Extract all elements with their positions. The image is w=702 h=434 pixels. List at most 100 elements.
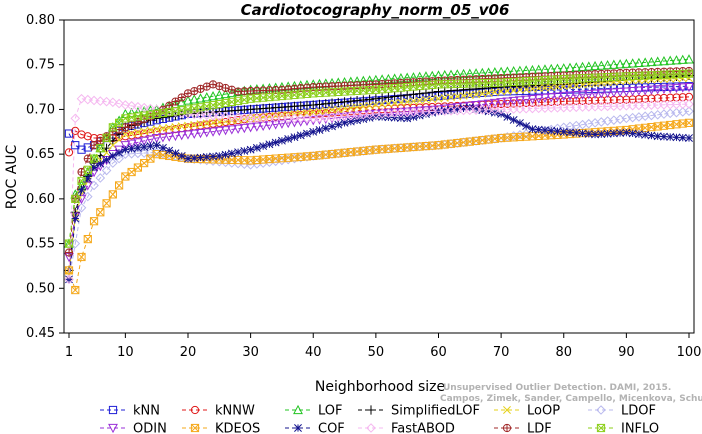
data-point: [264, 121, 275, 131]
data-point: [177, 93, 186, 102]
legend-item-kdeos: KDEOS: [182, 422, 260, 434]
data-point: [515, 99, 525, 108]
data-point: [177, 151, 186, 160]
data-point: [221, 83, 230, 93]
series-line: [68, 70, 690, 253]
y-tick-label: 0.60: [26, 192, 55, 207]
data-point: [497, 99, 506, 109]
data-point: [659, 55, 669, 66]
data-point: [641, 130, 650, 139]
data-point: [421, 88, 431, 98]
data-point: [621, 87, 632, 97]
data-point: [565, 91, 575, 101]
data-point: [70, 113, 81, 124]
data-point: [652, 85, 663, 95]
data-point: [608, 88, 619, 98]
data-point: [447, 105, 455, 114]
data-point: [396, 114, 405, 122]
data-point: [527, 95, 538, 105]
data-point: [215, 117, 224, 126]
data-point: [96, 208, 105, 217]
data-point: [428, 95, 437, 104]
data-point: [165, 146, 174, 155]
data-point: [64, 239, 74, 248]
data-point: [208, 80, 218, 89]
data-point: [427, 87, 437, 97]
legend-label: INFLO: [621, 422, 659, 434]
data-point: [640, 86, 651, 96]
legend-marker: [108, 405, 118, 415]
data-point: [296, 109, 305, 118]
data-point: [428, 108, 437, 117]
data-point: [108, 97, 118, 108]
x-tick-label: 60: [430, 345, 447, 360]
data-point: [484, 89, 493, 97]
data-point: [414, 106, 425, 116]
legend-marker: [366, 405, 376, 415]
data-point: [321, 124, 330, 133]
y-tick-label: 0.55: [26, 237, 55, 252]
series-layer: [64, 54, 694, 295]
data-point: [95, 96, 106, 106]
data-point: [496, 98, 507, 108]
data-point: [515, 85, 524, 94]
data-point: [227, 85, 236, 94]
data-point: [220, 111, 231, 122]
y-tick-label: 0.75: [26, 58, 55, 73]
x-tick-label: 20: [180, 345, 197, 360]
data-point: [83, 132, 92, 141]
data-point: [184, 154, 192, 163]
data-point: [227, 112, 237, 122]
data-point: [189, 94, 200, 104]
data-point: [483, 99, 494, 109]
data-point: [633, 86, 644, 96]
data-point: [508, 96, 519, 107]
x-tick-label: 1: [65, 345, 73, 360]
data-point: [559, 97, 568, 106]
y-tick-label: 0.65: [26, 147, 55, 162]
data-point: [671, 83, 682, 94]
data-point: [270, 113, 281, 124]
watermark-line-2: Campos, Zimek, Sander, Campello, Micenko…: [440, 394, 702, 404]
data-point: [240, 146, 249, 155]
data-point: [353, 103, 362, 112]
data-point: [102, 199, 111, 208]
data-point: [102, 155, 111, 164]
data-point: [465, 103, 474, 112]
x-tick-label: 70: [493, 345, 510, 360]
data-point: [684, 99, 694, 109]
data-point: [221, 150, 230, 159]
data-point: [83, 165, 92, 174]
data-point: [684, 69, 694, 78]
data-point: [603, 129, 612, 138]
data-point: [302, 113, 312, 124]
data-point: [352, 95, 362, 106]
data-point: [540, 98, 550, 107]
legend-marker: [293, 404, 303, 415]
legend-label: SimplifiedLOF: [391, 404, 480, 419]
data-point: [503, 99, 512, 108]
data-point: [522, 85, 531, 94]
data-point: [371, 101, 380, 109]
data-point: [114, 153, 124, 164]
data-point: [396, 98, 405, 107]
data-point: [490, 108, 499, 117]
data-point: [321, 106, 330, 115]
data-point: [566, 81, 574, 90]
legend-item-ldf: LDF: [494, 422, 552, 434]
data-point: [96, 144, 105, 153]
data-point: [339, 112, 350, 123]
data-point: [578, 96, 587, 105]
data-point: [133, 128, 142, 137]
data-point: [190, 120, 199, 129]
data-point: [440, 94, 449, 102]
data-point: [283, 113, 293, 124]
data-point: [390, 91, 400, 102]
data-point: [215, 151, 224, 160]
data-point: [295, 113, 306, 124]
data-point: [234, 148, 243, 157]
data-point: [415, 96, 424, 105]
data-point: [390, 99, 399, 108]
data-point: [353, 116, 362, 125]
